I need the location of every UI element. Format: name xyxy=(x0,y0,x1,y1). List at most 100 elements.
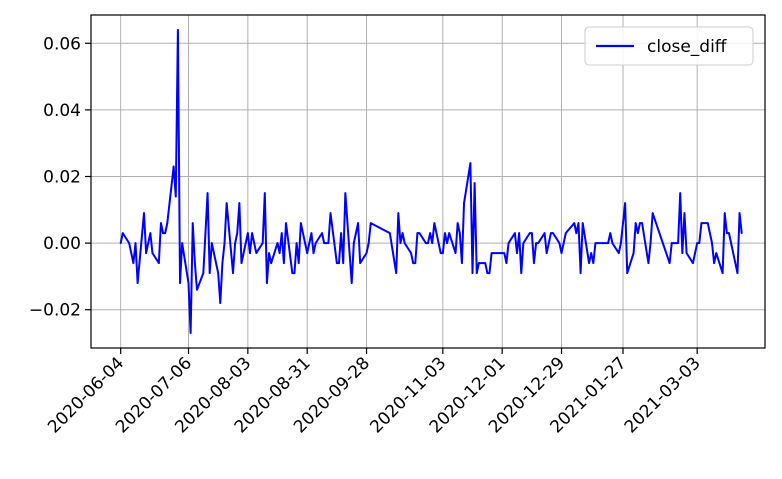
data-point xyxy=(427,242,429,245)
series-layer xyxy=(119,28,743,335)
data-point xyxy=(429,232,432,235)
data-point xyxy=(706,222,709,225)
data-point xyxy=(416,232,419,235)
data-point xyxy=(236,232,239,235)
data-point xyxy=(736,272,739,274)
data-point xyxy=(191,222,194,225)
data-point xyxy=(342,262,345,264)
data-point xyxy=(624,202,627,205)
data-point xyxy=(350,282,353,284)
data-point xyxy=(329,212,332,215)
y-tick-label: 0.06 xyxy=(43,34,81,54)
data-point xyxy=(335,262,338,264)
data-point xyxy=(280,232,283,235)
data-point xyxy=(700,222,703,225)
data-point xyxy=(431,242,434,245)
data-point xyxy=(448,232,451,235)
data-point xyxy=(240,262,243,264)
data-point xyxy=(473,182,476,185)
data-point xyxy=(249,252,251,255)
data-point xyxy=(285,222,287,225)
data-point xyxy=(649,242,652,245)
data-point xyxy=(535,242,537,245)
data-point xyxy=(418,232,421,235)
data-point xyxy=(617,252,620,255)
data-point xyxy=(365,252,368,255)
data-point xyxy=(433,222,436,225)
x-axis: 2020-06-042020-07-062020-08-032020-08-31… xyxy=(44,348,705,437)
data-point xyxy=(499,252,501,255)
data-point xyxy=(564,232,567,235)
data-point xyxy=(503,252,506,255)
data-point xyxy=(196,288,198,291)
data-point xyxy=(522,242,525,245)
data-point xyxy=(577,222,580,225)
data-point xyxy=(321,232,323,235)
data-point xyxy=(681,252,684,255)
data-point xyxy=(721,272,724,274)
data-point xyxy=(550,232,552,235)
data-point xyxy=(605,242,607,245)
data-point xyxy=(444,232,446,235)
data-point xyxy=(471,272,474,274)
data-point xyxy=(715,252,718,255)
data-point xyxy=(308,242,311,245)
data-point xyxy=(246,232,249,235)
data-point xyxy=(740,232,743,235)
data-point xyxy=(588,262,590,264)
data-point xyxy=(708,232,711,235)
data-point xyxy=(641,222,643,225)
data-point xyxy=(145,252,148,255)
data-point xyxy=(410,252,412,255)
data-point xyxy=(492,252,495,255)
data-point xyxy=(545,252,548,255)
data-point xyxy=(552,232,554,235)
data-point xyxy=(187,282,190,284)
data-point xyxy=(278,252,281,255)
y-tick-label: 0.04 xyxy=(43,101,81,121)
data-point xyxy=(636,232,639,235)
data-point xyxy=(189,332,192,334)
data-point xyxy=(622,222,624,225)
data-point xyxy=(528,232,531,235)
data-point xyxy=(594,242,597,245)
data-point xyxy=(181,242,184,245)
data-point xyxy=(162,232,164,235)
data-point xyxy=(160,222,162,225)
data-point xyxy=(507,242,510,245)
data-point xyxy=(238,202,241,205)
data-point xyxy=(558,242,561,245)
data-point xyxy=(596,242,599,245)
data-point xyxy=(310,232,313,235)
data-point xyxy=(388,232,391,235)
data-point xyxy=(293,272,296,274)
data-point xyxy=(698,242,701,245)
data-point xyxy=(297,262,300,264)
data-point xyxy=(338,262,340,264)
data-point xyxy=(217,272,220,274)
data-point xyxy=(270,262,273,264)
plot-frame xyxy=(90,14,766,349)
data-point xyxy=(357,222,359,225)
data-point xyxy=(121,232,124,235)
data-point xyxy=(147,242,150,245)
data-point xyxy=(547,242,550,245)
data-point xyxy=(738,212,741,215)
data-point xyxy=(711,242,713,245)
data-point xyxy=(261,242,264,245)
data-point xyxy=(484,262,487,264)
data-point xyxy=(573,222,576,225)
data-point xyxy=(157,262,160,264)
data-point xyxy=(518,232,521,235)
legend-label-close_diff: close_diff xyxy=(647,37,728,57)
data-point xyxy=(516,252,518,255)
data-point xyxy=(520,272,523,274)
data-point xyxy=(592,262,595,264)
data-point xyxy=(634,222,637,225)
data-point xyxy=(369,222,372,225)
data-point xyxy=(128,242,131,245)
data-point xyxy=(670,242,673,245)
data-point xyxy=(193,262,196,264)
data-point xyxy=(403,242,406,245)
